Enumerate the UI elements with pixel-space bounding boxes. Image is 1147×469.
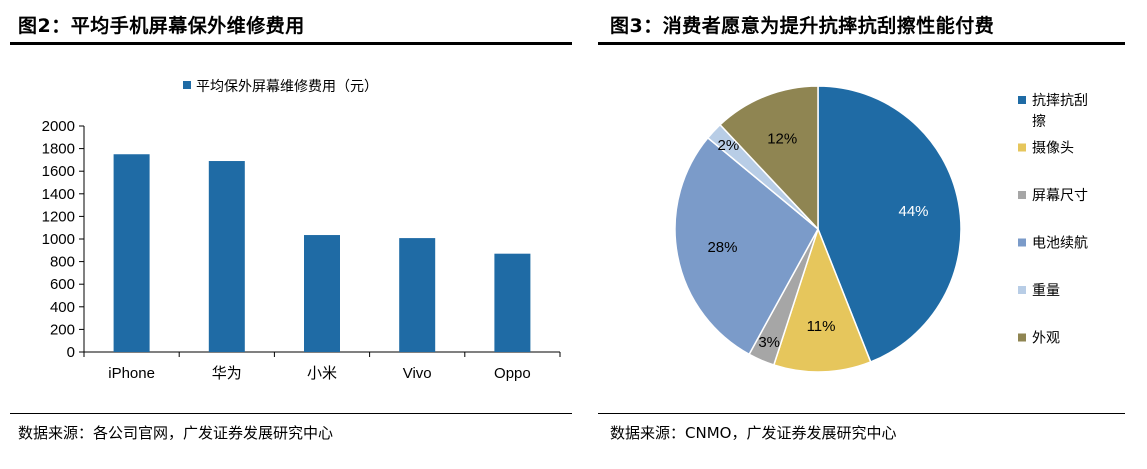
title-rule [10, 42, 572, 45]
y-tick-label: 400 [50, 299, 75, 316]
legend-label: 抗摔抗刮擦 [1032, 92, 1088, 130]
legend-label: 电池续航 [1032, 235, 1088, 252]
source-rule [598, 413, 1125, 414]
slice-label: 11% [807, 318, 836, 335]
x-tick-label: 华为 [212, 365, 242, 382]
x-tick-label: 小米 [307, 365, 337, 382]
legend-label: 平均保外屏幕维修费用（元） [196, 79, 378, 95]
legend-swatch [1018, 143, 1026, 152]
legend-label: 屏幕尺寸 [1032, 188, 1088, 204]
y-tick-label: 2000 [42, 118, 75, 135]
source-note: 数据来源：各公司官网，广发证券发展研究中心 [18, 424, 334, 442]
bar [399, 238, 436, 352]
title-rule [598, 42, 1125, 45]
pie-slice [817, 85, 962, 363]
y-tick-label: 0 [67, 344, 75, 361]
y-tick-label: 200 [50, 321, 75, 338]
figure-title: 图2：平均手机屏幕保外维修费用 [18, 15, 305, 37]
source-note: 数据来源：CNMO，广发证券发展研究中心 [610, 424, 897, 442]
bar-chart-panel: 图2：平均手机屏幕保外维修费用 平均保外屏幕维修费用（元） 0 200 400 600 8… [10, 15, 572, 442]
bar [304, 235, 340, 352]
legend-swatch [1018, 286, 1026, 294]
legend-swatch [183, 81, 191, 89]
slice-label: 2% [718, 137, 740, 154]
bar [113, 154, 150, 352]
x-tick-label: Oppo [494, 365, 531, 382]
slice-label: 28% [707, 239, 737, 256]
pie-slice [772, 226, 872, 373]
y-tick-label: 1400 [42, 186, 75, 203]
y-tick-label: 600 [50, 276, 75, 293]
y-tick-label: 1800 [42, 141, 75, 158]
slice-label: 3% [758, 334, 780, 351]
x-tick-label: Vivo [403, 365, 432, 382]
legend-swatch [1018, 191, 1026, 199]
pie-chart-panel: 图3：消费者愿意为提升抗摔抗刮擦性能付费 44% 11% 3% 28% 2% 12% 抗摔抗… [598, 0, 1147, 469]
pie-slice [674, 136, 819, 356]
pie-slice [719, 85, 819, 231]
y-tick-label: 1000 [42, 231, 75, 248]
y-tick-label: 800 [50, 254, 75, 271]
legend-label: 重量 [1032, 283, 1060, 299]
legend-swatch [1018, 96, 1026, 104]
slice-label: 44% [899, 203, 929, 220]
source-rule [10, 413, 572, 414]
legend-swatch [1018, 238, 1026, 247]
y-tick-label: 1200 [42, 208, 75, 225]
slice-label: 12% [767, 131, 797, 148]
legend-label: 摄像头 [1032, 141, 1074, 157]
bar [494, 253, 531, 352]
figure-title: 图3：消费者愿意为提升抗摔抗刮擦性能付费 [610, 15, 995, 37]
y-tick-label: 1600 [42, 163, 75, 180]
bar-chart: 平均保外屏幕维修费用（元） 0 200 400 600 800 1000 1200 1400 16… [42, 79, 561, 382]
legend-label: 外观 [1032, 331, 1060, 347]
x-tick-label: iPhone [108, 365, 155, 382]
legend-swatch [1018, 333, 1026, 342]
bar [208, 161, 245, 352]
